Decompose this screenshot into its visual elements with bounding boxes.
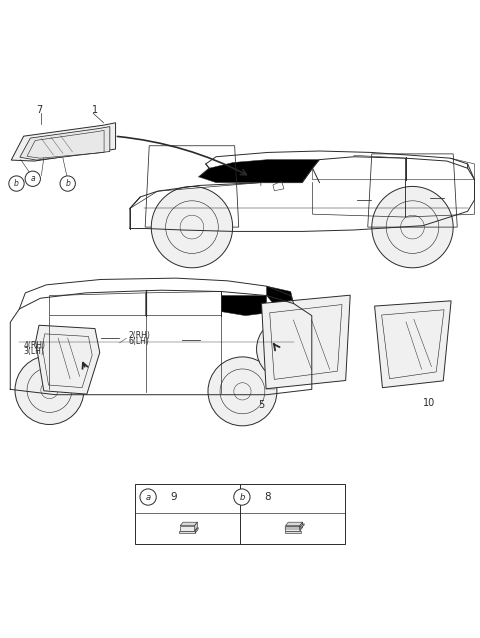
Polygon shape xyxy=(374,300,451,388)
Text: 4(RH): 4(RH) xyxy=(24,341,46,350)
Polygon shape xyxy=(266,286,294,316)
Polygon shape xyxy=(180,522,197,526)
Polygon shape xyxy=(286,522,303,526)
Text: b: b xyxy=(14,179,19,188)
Polygon shape xyxy=(300,523,304,529)
Polygon shape xyxy=(285,531,300,533)
Polygon shape xyxy=(180,531,195,533)
Circle shape xyxy=(234,489,250,505)
Text: 7: 7 xyxy=(36,105,42,115)
Polygon shape xyxy=(11,122,116,161)
Polygon shape xyxy=(195,528,198,533)
Bar xyxy=(135,484,345,544)
Text: 5: 5 xyxy=(258,400,264,410)
Polygon shape xyxy=(20,126,110,160)
Circle shape xyxy=(256,318,319,380)
Polygon shape xyxy=(286,526,300,531)
Text: 6(LH): 6(LH) xyxy=(129,338,150,346)
Text: 3(LH): 3(LH) xyxy=(24,347,45,356)
Circle shape xyxy=(15,355,84,424)
Text: b: b xyxy=(65,179,70,188)
Circle shape xyxy=(151,186,233,268)
Polygon shape xyxy=(194,522,197,531)
Circle shape xyxy=(208,357,277,426)
Circle shape xyxy=(372,186,453,268)
Circle shape xyxy=(9,176,24,191)
Polygon shape xyxy=(36,325,100,394)
Text: 2(RH): 2(RH) xyxy=(129,331,151,340)
Text: 8: 8 xyxy=(264,492,271,502)
Polygon shape xyxy=(221,295,266,316)
Text: 1: 1 xyxy=(92,105,98,115)
Text: a: a xyxy=(30,174,35,183)
Text: 10: 10 xyxy=(423,398,436,408)
Text: 9: 9 xyxy=(170,492,177,502)
Polygon shape xyxy=(300,522,303,531)
Circle shape xyxy=(25,171,40,186)
Polygon shape xyxy=(199,160,320,182)
Polygon shape xyxy=(262,295,350,389)
Circle shape xyxy=(60,176,75,191)
Polygon shape xyxy=(180,526,194,531)
Text: b: b xyxy=(239,493,245,501)
Text: a: a xyxy=(145,493,151,501)
Circle shape xyxy=(140,489,156,505)
